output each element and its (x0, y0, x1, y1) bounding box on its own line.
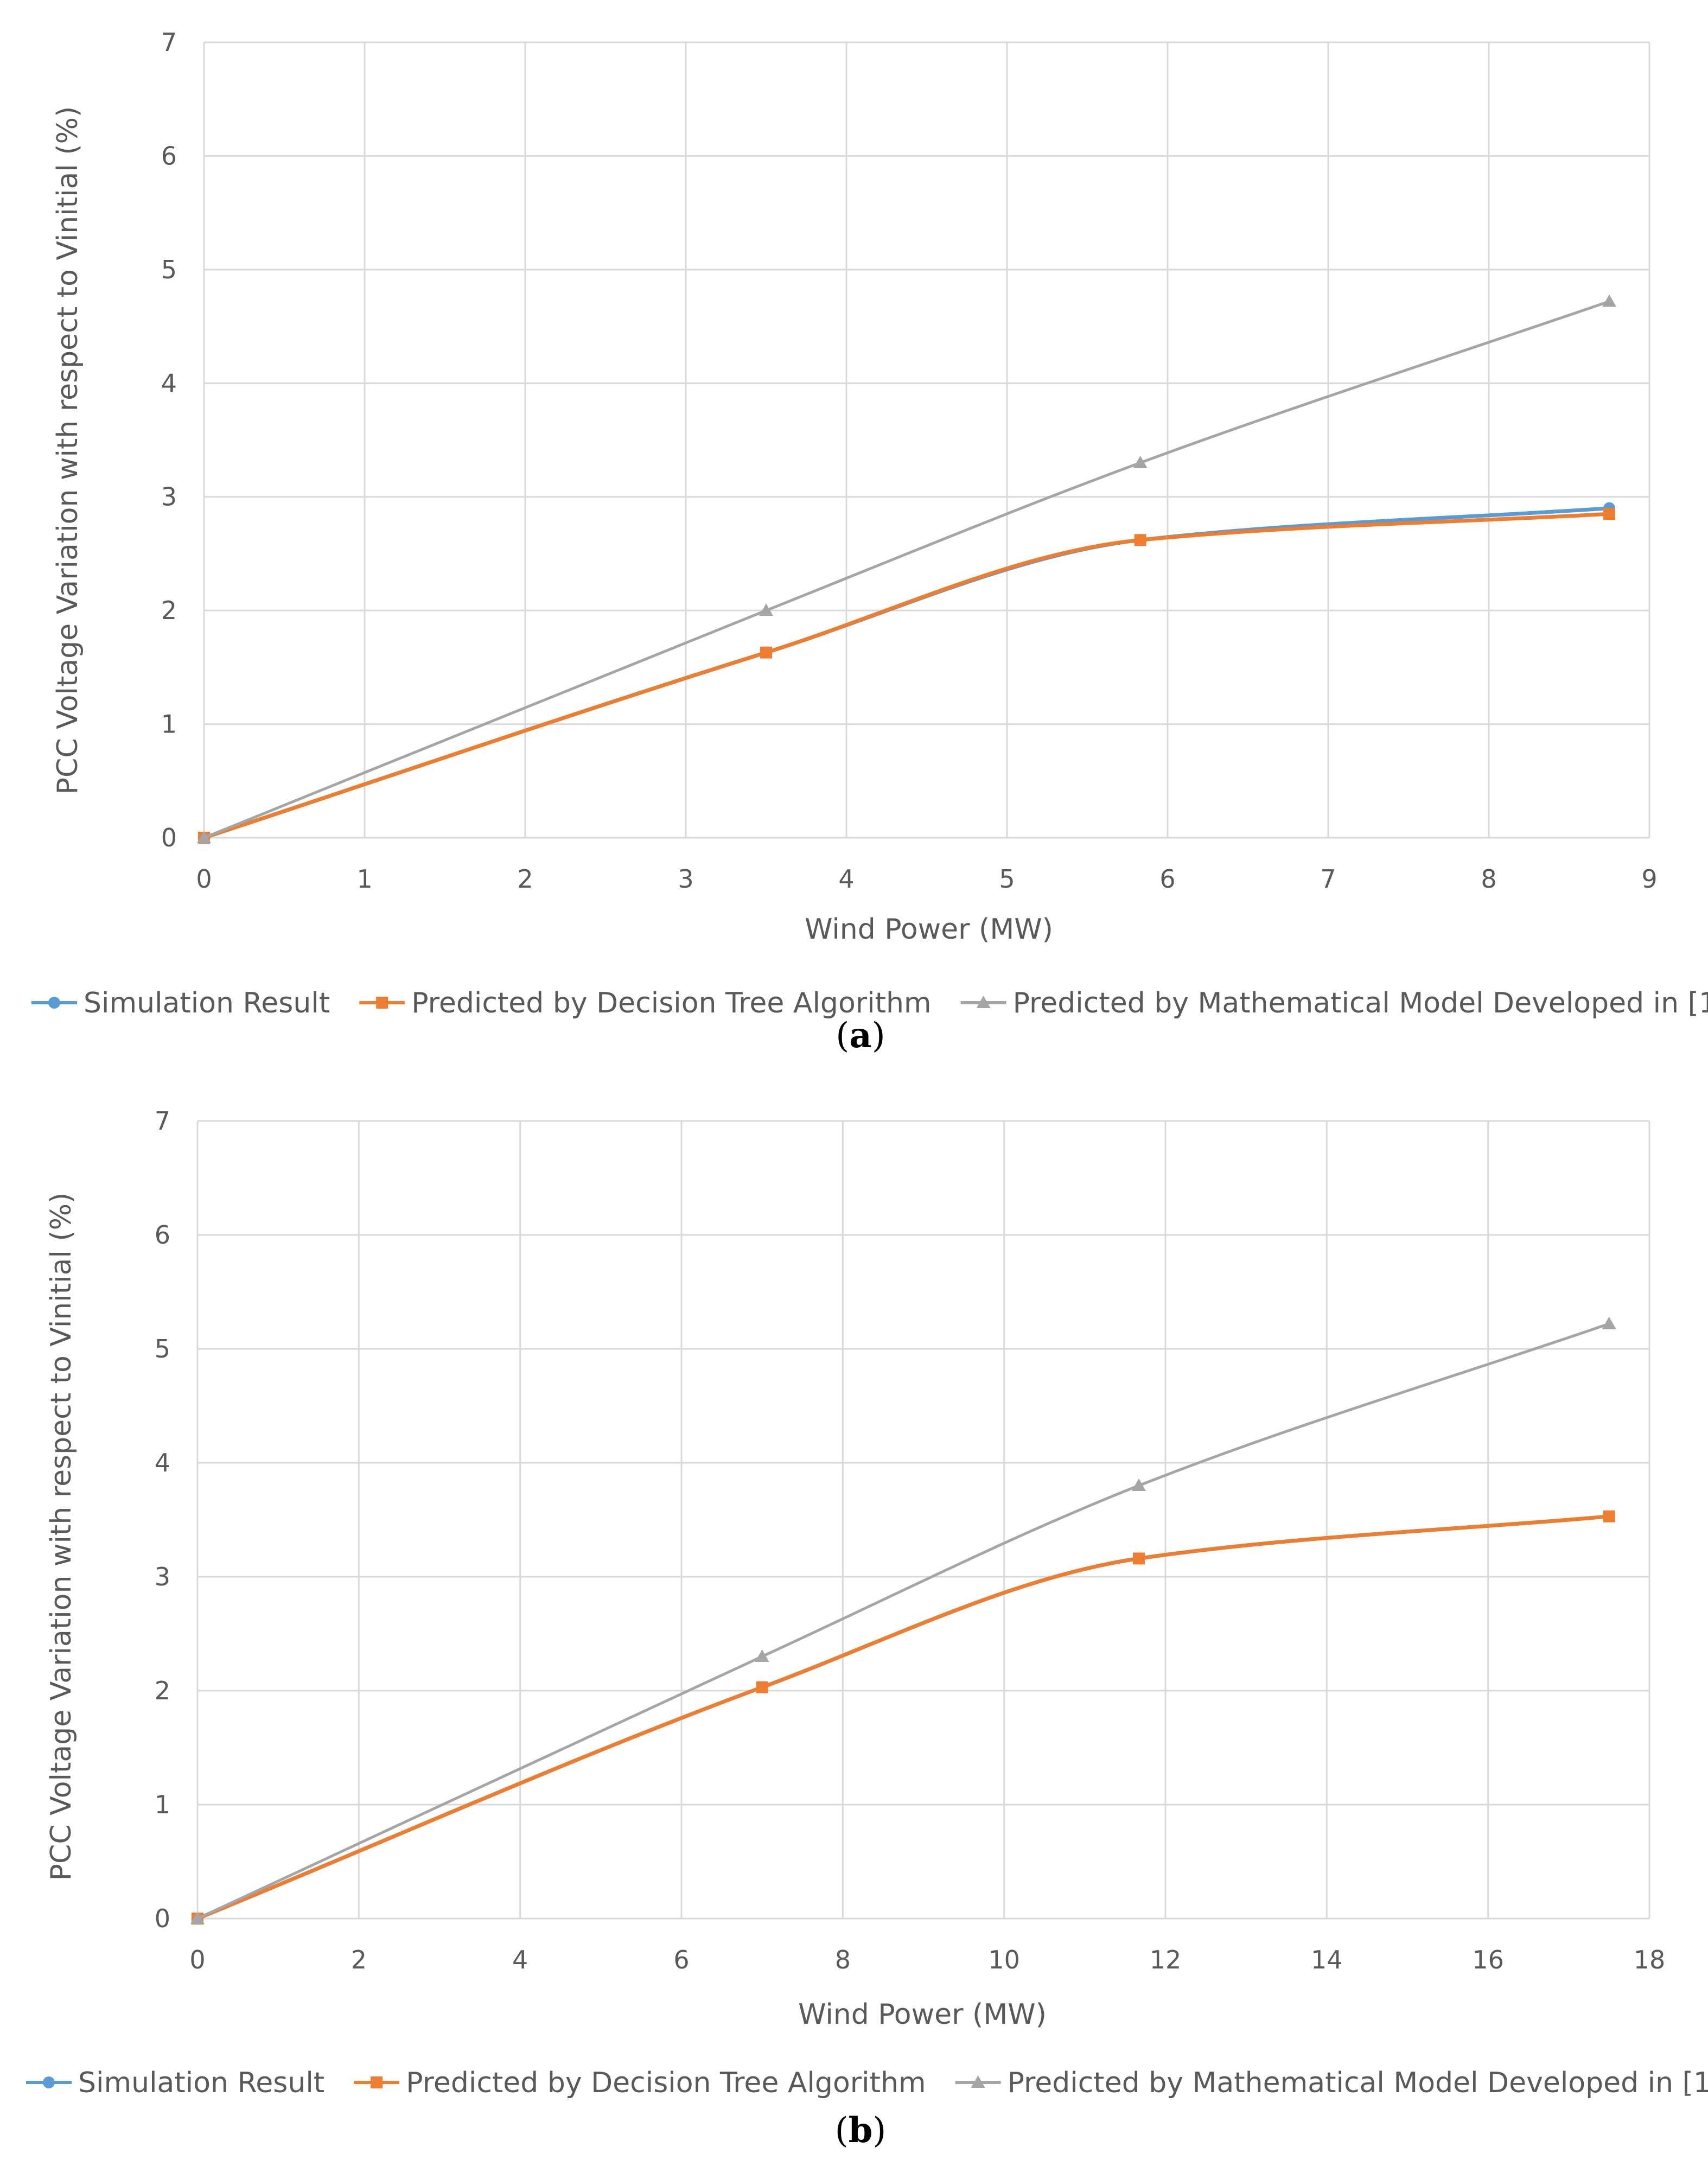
x-tick-label: 7 (1320, 864, 1336, 894)
legend-item-2: Predicted by Decision Tree Algorithm (359, 987, 932, 1020)
x-tick-label: 14 (1311, 1945, 1343, 1974)
x-tick-label: 8 (835, 1945, 851, 1974)
data-point (759, 603, 773, 616)
legend-swatch-marker (971, 2075, 985, 2088)
legend-item-1: Simulation Result (31, 987, 330, 1020)
series-line (196, 1514, 1609, 1921)
y-tick-label: 7 (155, 1106, 170, 1136)
y-tick-label: 1 (155, 1790, 170, 1819)
x-tick-label: 0 (189, 1945, 205, 1974)
legend-swatch-marker (376, 997, 388, 1009)
legend-item-1: Simulation Result (26, 2067, 324, 2099)
y-tick-label: 6 (155, 1220, 170, 1250)
x-tick-label: 3 (678, 864, 693, 894)
chart-b-caption-letter: b (849, 2110, 873, 2151)
chart-b-x-axis-title: Wind Power (MW) (798, 1998, 1047, 2031)
series-2 (192, 1510, 1615, 1925)
series-3 (190, 1316, 1616, 1924)
data-point (756, 1681, 768, 1693)
y-tick-label: 4 (161, 368, 177, 398)
data-point (1133, 455, 1148, 468)
data-point (1132, 1552, 1145, 1565)
y-tick-label: 1 (161, 710, 177, 739)
legend-swatch-marker (371, 2076, 383, 2088)
series-line (196, 1322, 1610, 1920)
chart-a-y-axis-title: PCC Voltage Variation with respect to Vi… (52, 106, 84, 795)
series-line (203, 506, 1610, 840)
data-point (760, 646, 772, 659)
x-tick-label: 6 (1159, 864, 1175, 894)
data-point (197, 831, 211, 843)
legend-label: Simulation Result (78, 2067, 324, 2099)
series-line (203, 512, 1610, 840)
legend-label: Predicted by Mathematical Model Develope… (1008, 2067, 1708, 2099)
chart-b-y-axis-title: PCC Voltage Variation with respect to Vi… (45, 1193, 78, 1881)
y-tick-label: 5 (155, 1334, 170, 1364)
series-1 (192, 1510, 1615, 1925)
legend-item-3: Predicted by Mathematical Model Develope… (960, 987, 1708, 1020)
y-tick-label: 4 (155, 1448, 170, 1477)
x-tick-label: 9 (1641, 864, 1657, 894)
x-tick-label: 18 (1634, 1945, 1666, 1974)
chart-b-caption: (b) (835, 2110, 887, 2151)
legend-label: Predicted by Decision Tree Algorithm (406, 2067, 926, 2099)
chart-b-series (190, 1316, 1616, 1925)
chart-a-caption-letter: a (849, 1015, 871, 1056)
y-tick-label: 6 (161, 141, 177, 170)
legend-label: Predicted by Mathematical Model Develope… (1013, 987, 1708, 1020)
y-tick-label: 2 (155, 1676, 170, 1705)
legend-swatch-marker (43, 2076, 55, 2088)
data-point (1603, 508, 1615, 520)
chart-a-caption: (a) (836, 1015, 885, 1056)
data-point (1602, 1316, 1616, 1329)
chart-a-x-axis-title: Wind Power (MW) (805, 913, 1053, 946)
data-point (755, 1649, 769, 1662)
y-tick-label: 0 (161, 823, 177, 852)
y-tick-label: 3 (155, 1562, 170, 1591)
chart-a-series (197, 294, 1616, 844)
x-tick-label: 0 (196, 864, 212, 894)
y-tick-label: 2 (161, 596, 177, 625)
data-point (1602, 294, 1616, 307)
x-tick-label: 12 (1150, 1945, 1182, 1974)
legend-swatch-marker (48, 997, 60, 1009)
y-tick-label: 0 (155, 1904, 170, 1933)
series-line (203, 300, 1610, 839)
data-point (1134, 534, 1146, 546)
legend-item-3: Predicted by Mathematical Model Develope… (955, 2067, 1708, 2099)
data-point (190, 1912, 205, 1924)
chart-b-grid (196, 1120, 1650, 1920)
legend-label: Predicted by Decision Tree Algorithm (411, 987, 931, 1020)
x-tick-label: 8 (1481, 864, 1496, 894)
chart-a-grid (203, 41, 1650, 839)
legend-swatch-marker (976, 996, 991, 1008)
chart-a: 0 1 2 3 4 5 6 7 8 9 0 1 2 3 4 5 6 7 Wind Power (MW) PCC V… (31, 28, 1708, 1056)
y-tick-label: 5 (161, 255, 177, 284)
data-point (1131, 1479, 1146, 1491)
legend-label: Simulation Result (84, 987, 330, 1020)
y-tick-label: 3 (161, 482, 177, 512)
x-tick-label: 16 (1472, 1945, 1504, 1974)
x-tick-label: 4 (838, 864, 854, 894)
x-tick-label: 5 (999, 864, 1015, 894)
y-tick-label: 7 (161, 28, 177, 57)
x-tick-label: 4 (512, 1945, 528, 1974)
x-tick-label: 6 (673, 1945, 689, 1974)
x-tick-label: 2 (351, 1945, 367, 1974)
chart-a-ticks: 0 1 2 3 4 5 6 7 8 9 0 1 2 3 4 5 6 7 (161, 28, 1658, 894)
chart-b-legend: Simulation Result Predicted by Decision T… (26, 2067, 1708, 2099)
x-tick-label: 1 (356, 864, 372, 894)
x-tick-label: 2 (517, 864, 533, 894)
x-tick-label: 10 (988, 1945, 1020, 1974)
chart-a-legend: Simulation Result Predicted by Decision T… (31, 987, 1708, 1020)
series-3 (197, 294, 1616, 843)
legend-item-2: Predicted by Decision Tree Algorithm (354, 2067, 926, 2099)
series-2 (198, 508, 1615, 844)
data-point (1603, 1510, 1615, 1522)
